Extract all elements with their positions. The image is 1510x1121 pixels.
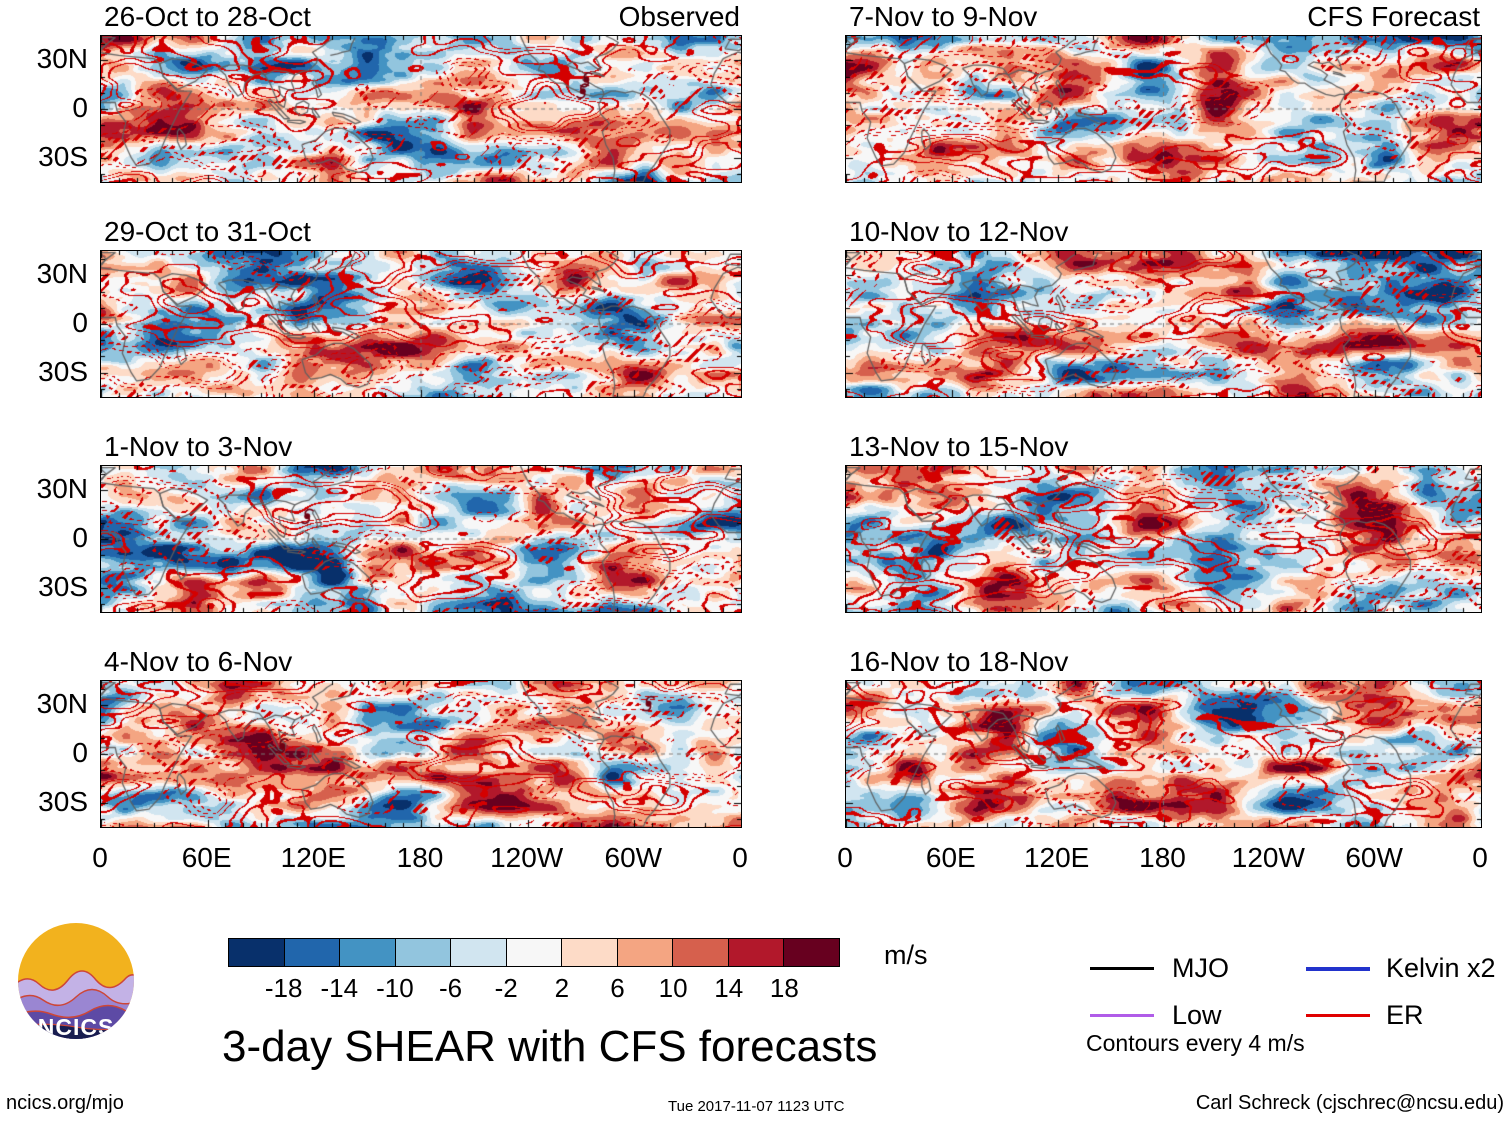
y-tick-label: 0 bbox=[72, 307, 88, 338]
legend-line-kelvin-x2 bbox=[1306, 967, 1370, 971]
panel-title: 1-Nov to 3-Nov bbox=[104, 431, 293, 462]
legend-label: Low bbox=[1172, 1000, 1222, 1030]
colorbar-segment bbox=[229, 939, 285, 966]
x-tick-label: 0 bbox=[732, 842, 748, 873]
colorbar-tick-label: -18 bbox=[264, 973, 303, 1003]
figure-title: 3-day SHEAR with CFS forecasts bbox=[222, 1022, 878, 1071]
map-panel-col0-row2 bbox=[100, 465, 742, 613]
column-header: Observed bbox=[618, 1, 740, 32]
y-tick-label: 30N bbox=[36, 258, 88, 290]
x-tick-label: 60E bbox=[925, 842, 976, 873]
y-tick-label: 30S bbox=[38, 570, 88, 602]
x-tick-label: 0 bbox=[837, 842, 853, 873]
colorbar-tick-label: 6 bbox=[610, 973, 625, 1003]
colorbar-segment bbox=[395, 939, 452, 966]
colorbar-segment bbox=[562, 939, 618, 966]
colorbar-tick-label: 10 bbox=[658, 973, 688, 1003]
footer-timestamp: Tue 2017-11-07 1123 UTC bbox=[668, 1098, 845, 1115]
x-tick-label: 60W bbox=[1345, 842, 1403, 873]
colorbar bbox=[228, 938, 840, 967]
x-tick-label: 180 bbox=[396, 842, 444, 873]
panel-title: 16-Nov to 18-Nov bbox=[849, 646, 1069, 677]
legend-label: Kelvin x2 bbox=[1386, 953, 1496, 983]
colorbar-segment bbox=[617, 939, 674, 966]
x-tick-label: 120E bbox=[280, 842, 347, 873]
map-panel-col1-row0 bbox=[845, 35, 1482, 183]
colorbar-tick-label: -6 bbox=[438, 973, 463, 1003]
x-tick-label: 120W bbox=[1231, 842, 1305, 873]
map-panel-col0-row3 bbox=[100, 680, 742, 828]
colorbar-tick-label: 18 bbox=[769, 973, 799, 1003]
colorbar-units: m/s bbox=[884, 940, 928, 970]
y-tick-label: 0 bbox=[72, 92, 88, 123]
contour-note: Contours every 4 m/s bbox=[1086, 1030, 1305, 1056]
colorbar-segment bbox=[784, 939, 840, 966]
colorbar-segment bbox=[728, 939, 785, 966]
legend-line-er bbox=[1306, 1014, 1370, 1017]
colorbar-tick-label: 14 bbox=[714, 973, 744, 1003]
x-tick-label: 0 bbox=[1472, 842, 1488, 873]
panel-title: 10-Nov to 12-Nov bbox=[849, 216, 1069, 247]
colorbar-segment bbox=[506, 939, 563, 966]
column-header: CFS Forecast bbox=[1307, 1, 1480, 32]
panel-title: 4-Nov to 6-Nov bbox=[104, 646, 293, 677]
map-panel-col1-row1 bbox=[845, 250, 1482, 398]
y-tick-label: 30N bbox=[36, 473, 88, 505]
legend-label: MJO bbox=[1172, 953, 1229, 983]
panel-title: 26-Oct to 28-Oct bbox=[104, 1, 311, 32]
x-tick-label: 180 bbox=[1139, 842, 1186, 873]
x-tick-label: 0 bbox=[92, 842, 108, 873]
map-panel-col1-row3 bbox=[845, 680, 1482, 828]
colorbar-tick-label: -2 bbox=[494, 973, 518, 1003]
map-panel-col0-row0 bbox=[100, 35, 742, 183]
map-panel-col0-row1 bbox=[100, 250, 742, 398]
logo-text: NCICS bbox=[38, 1014, 115, 1040]
y-tick-label: 30N bbox=[36, 688, 88, 720]
y-tick-label: 0 bbox=[72, 737, 88, 768]
colorbar-segment bbox=[284, 939, 341, 966]
x-tick-label: 120W bbox=[490, 842, 564, 873]
panel-title: 7-Nov to 9-Nov bbox=[849, 1, 1038, 32]
x-tick-label: 120E bbox=[1023, 842, 1090, 873]
map-panel-col1-row2 bbox=[845, 465, 1482, 613]
legend-line-mjo bbox=[1090, 967, 1154, 970]
footer-credit: Carl Schreck (cjschrec@ncsu.edu) bbox=[1195, 1092, 1504, 1114]
ncics-logo: NCICS bbox=[18, 923, 134, 1040]
y-tick-label: 0 bbox=[72, 522, 88, 553]
footer-url: ncics.org/mjo bbox=[6, 1092, 124, 1114]
colorbar-tick-label: -10 bbox=[376, 973, 414, 1003]
y-tick-label: 30S bbox=[38, 355, 88, 387]
colorbar-segment bbox=[673, 939, 729, 966]
colorbar-tick-label: -14 bbox=[320, 973, 359, 1003]
y-tick-label: 30S bbox=[38, 785, 88, 817]
colorbar-tick-label: 2 bbox=[554, 973, 570, 1003]
y-tick-label: 30N bbox=[36, 43, 88, 75]
x-tick-label: 60E bbox=[181, 842, 232, 873]
legend-label: ER bbox=[1386, 1000, 1424, 1030]
colorbar-segment bbox=[451, 939, 507, 966]
panel-title: 29-Oct to 31-Oct bbox=[104, 216, 311, 247]
colorbar-segment bbox=[340, 939, 396, 966]
legend-line-low bbox=[1090, 1014, 1154, 1017]
y-tick-label: 30S bbox=[38, 140, 88, 172]
x-tick-label: 60W bbox=[604, 842, 663, 873]
panel-title: 13-Nov to 15-Nov bbox=[849, 431, 1069, 462]
